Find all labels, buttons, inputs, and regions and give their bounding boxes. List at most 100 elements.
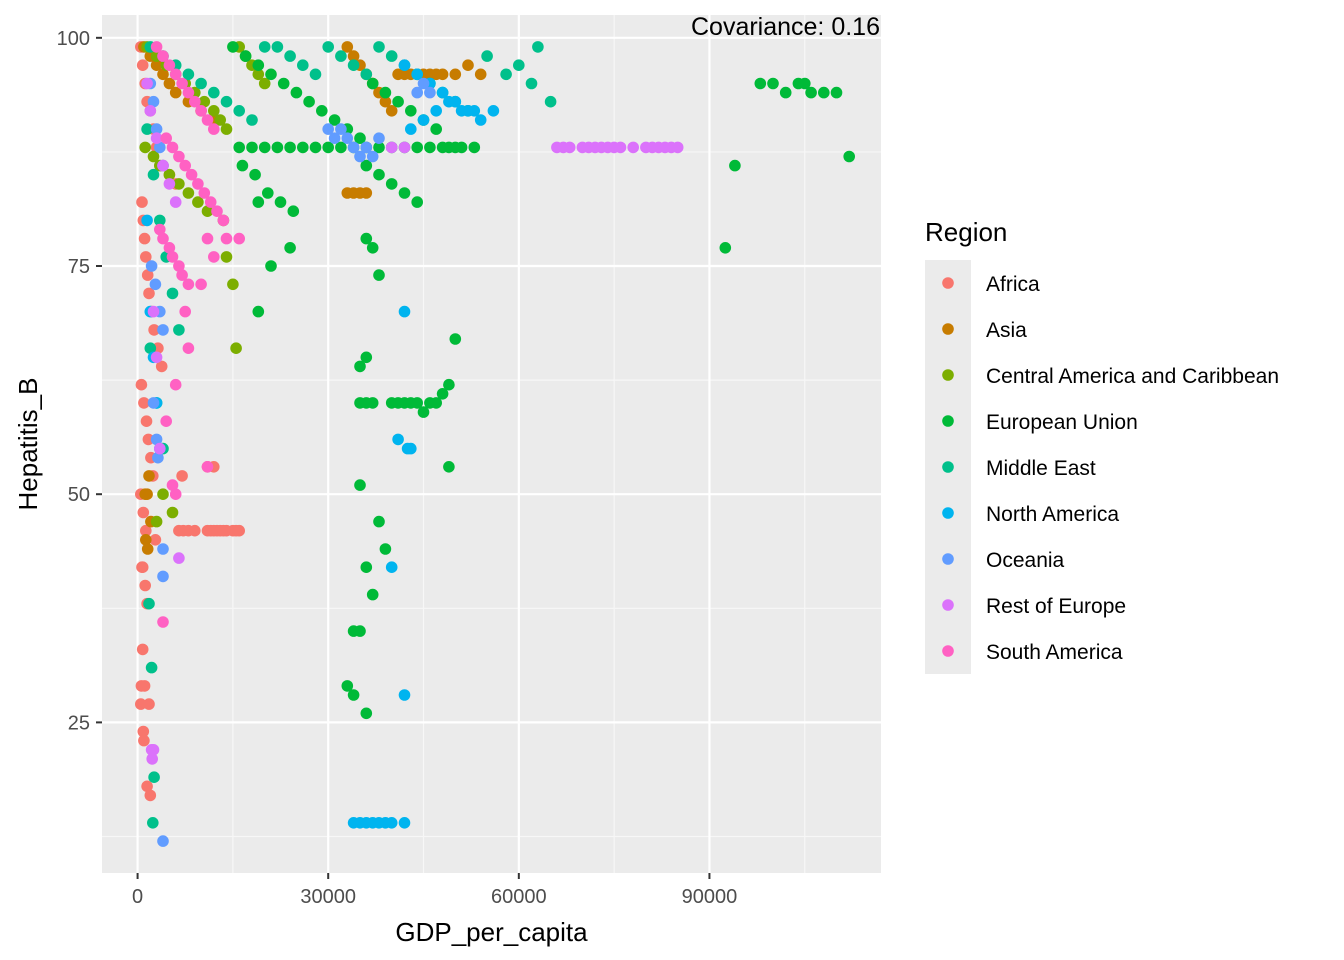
- point-south-america: [179, 305, 191, 318]
- legend-key-asia: [942, 323, 954, 335]
- point-oceania: [424, 86, 436, 99]
- point-central-america-and-caribbean: [150, 515, 163, 528]
- point-south-america: [173, 150, 185, 163]
- legend-label-south-america: South America: [986, 641, 1123, 664]
- point-european-union: [236, 159, 249, 172]
- point-european-union: [449, 333, 462, 345]
- point-south-america: [169, 488, 182, 501]
- legend-label-middle-east: Middle East: [986, 457, 1096, 480]
- point-european-union: [767, 77, 779, 90]
- point-rest-of-europe: [163, 178, 176, 190]
- point-south-america: [208, 251, 220, 263]
- point-africa: [138, 680, 151, 692]
- point-africa: [136, 561, 148, 573]
- plot-panel: [102, 15, 881, 873]
- point-middle-east: [322, 41, 335, 53]
- point-central-america-and-caribbean: [166, 506, 179, 519]
- point-south-america: [157, 50, 169, 62]
- point-rest-of-europe: [385, 141, 398, 154]
- point-africa: [148, 324, 160, 336]
- point-european-union: [754, 77, 767, 90]
- point-south-america: [163, 242, 176, 254]
- point-south-america: [163, 59, 176, 71]
- legend-label-rest-of-europe: Rest of Europe: [986, 595, 1126, 618]
- point-rest-of-europe: [147, 744, 160, 756]
- point-european-union: [405, 105, 417, 117]
- point-africa: [135, 698, 147, 710]
- point-european-union: [360, 232, 373, 245]
- point-central-america-and-caribbean: [163, 168, 176, 181]
- point-central-america-and-caribbean: [252, 68, 265, 81]
- point-european-union: [303, 95, 315, 108]
- point-european-union: [373, 269, 385, 281]
- point-european-union: [233, 141, 245, 154]
- point-european-union: [449, 141, 462, 154]
- point-middle-east: [143, 597, 155, 610]
- legend: Region Africa Asia Central America and Car…: [925, 217, 1279, 674]
- point-south-america: [233, 232, 245, 245]
- point-south-america: [182, 86, 195, 99]
- point-south-america: [204, 196, 217, 208]
- point-rest-of-europe: [169, 196, 182, 208]
- point-south-america: [182, 278, 195, 291]
- point-south-america: [173, 260, 185, 272]
- point-africa: [136, 196, 148, 208]
- point-middle-east: [147, 168, 160, 181]
- point-middle-east: [309, 68, 322, 81]
- point-central-america-and-caribbean: [230, 342, 242, 355]
- point-asia: [347, 50, 360, 62]
- point-central-america-and-caribbean: [182, 187, 195, 199]
- point-middle-east: [500, 68, 512, 81]
- x-tick-label: 60000: [491, 886, 547, 908]
- point-oceania: [157, 543, 169, 555]
- point-european-union: [252, 305, 265, 318]
- point-european-union: [385, 178, 398, 190]
- point-rest-of-europe: [150, 132, 163, 144]
- point-middle-east: [385, 50, 398, 62]
- point-south-america: [201, 114, 214, 126]
- point-africa: [138, 734, 150, 747]
- point-european-union: [277, 77, 290, 90]
- y-tick-label: 75: [68, 256, 90, 278]
- point-south-america: [208, 123, 220, 135]
- point-oceania: [373, 132, 385, 144]
- point-south-america: [217, 214, 230, 227]
- point-north-america: [398, 59, 411, 71]
- point-asia: [449, 68, 462, 81]
- point-middle-east: [258, 41, 271, 53]
- point-middle-east: [525, 77, 538, 90]
- point-european-union: [468, 141, 481, 154]
- point-middle-east: [271, 41, 284, 53]
- point-asia: [462, 59, 474, 71]
- legend-key-south-america: [942, 645, 954, 657]
- point-south-america: [195, 278, 207, 291]
- point-asia: [141, 488, 153, 501]
- legend-key-rest-of-europe: [942, 599, 954, 611]
- point-asia: [385, 105, 398, 117]
- point-middle-east: [195, 77, 207, 90]
- point-european-union: [284, 141, 296, 154]
- point-oceania: [328, 132, 341, 144]
- point-asia: [140, 534, 152, 546]
- point-middle-east: [144, 342, 157, 355]
- point-north-america: [417, 114, 430, 126]
- point-south-america: [176, 269, 188, 281]
- point-oceania: [157, 570, 169, 583]
- point-africa: [141, 780, 153, 793]
- point-south-america: [157, 616, 169, 628]
- point-oceania: [341, 132, 354, 144]
- point-oceania: [147, 397, 160, 409]
- point-rest-of-europe: [627, 141, 639, 154]
- point-oceania: [147, 95, 160, 108]
- point-north-america: [455, 105, 468, 117]
- point-africa: [233, 524, 245, 537]
- point-european-union: [719, 242, 732, 254]
- point-european-union: [373, 141, 385, 154]
- point-european-union: [249, 168, 261, 181]
- point-middle-east: [145, 661, 158, 674]
- legend-label-central-america-and-caribbean: Central America and Caribbean: [986, 365, 1279, 388]
- point-european-union: [443, 461, 455, 473]
- point-africa: [137, 506, 150, 519]
- point-rest-of-europe: [398, 141, 411, 154]
- point-european-union: [354, 132, 366, 144]
